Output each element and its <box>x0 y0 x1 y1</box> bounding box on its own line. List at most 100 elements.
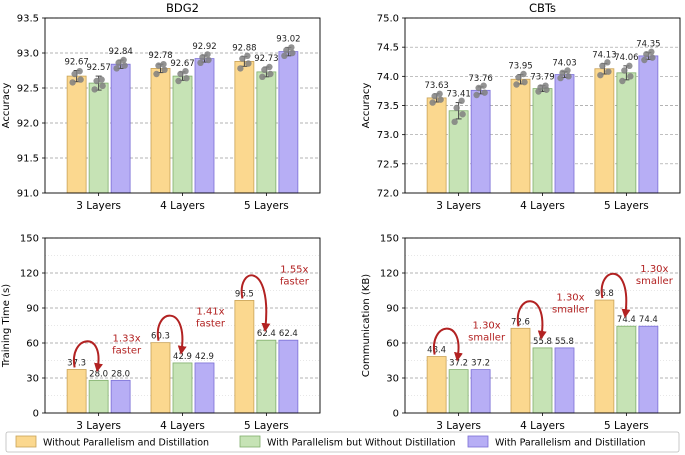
x-tick-label: 4 Layers <box>520 200 565 212</box>
data-point <box>113 65 120 72</box>
bar <box>448 369 469 414</box>
bar <box>234 61 255 194</box>
y-axis-label: Accuracy <box>1 83 12 129</box>
data-point <box>115 59 122 66</box>
data-point <box>513 81 520 88</box>
data-point <box>481 89 488 96</box>
data-point <box>177 70 184 78</box>
legend-label: Without Parallelism and Distillation <box>43 438 209 449</box>
value-label: 74.06 <box>614 53 638 63</box>
data-point <box>621 67 628 74</box>
y-tick-label: 60 <box>386 339 399 350</box>
bar <box>594 68 615 194</box>
value-label: 73.41 <box>446 90 470 100</box>
bar <box>172 362 193 414</box>
y-tick-label: 73.5 <box>377 101 399 112</box>
data-point <box>288 44 295 51</box>
value-label: 72.6 <box>511 317 530 327</box>
x-tick-label: 3 Layers <box>76 420 121 432</box>
data-point <box>641 56 648 64</box>
value-label: 28.0 <box>111 369 130 379</box>
data-point <box>155 62 162 69</box>
data-point <box>91 86 98 93</box>
annotation-ratio: 1.41x <box>196 307 224 318</box>
bar <box>426 356 447 414</box>
data-point <box>266 63 273 71</box>
bar <box>150 342 171 414</box>
y-tick-label: 120 <box>380 269 399 280</box>
data-point <box>182 68 189 75</box>
bar <box>638 325 659 414</box>
data-point <box>245 60 252 67</box>
speedup-arrow <box>516 300 547 340</box>
x-tick-label: 3 Layers <box>436 420 481 432</box>
x-tick-label: 5 Layers <box>604 200 649 212</box>
data-point <box>643 50 650 58</box>
bar <box>88 379 109 414</box>
y-tick-label: 60 <box>26 339 39 350</box>
data-point <box>197 59 204 66</box>
data-point <box>281 52 288 59</box>
data-point <box>475 84 482 92</box>
bar <box>532 347 553 414</box>
data-point <box>436 90 443 98</box>
y-tick-label: 75.0 <box>377 14 399 25</box>
value-label: 73.76 <box>468 74 492 84</box>
value-label: 73.63 <box>424 81 448 91</box>
chart-cbts-accuracy: 73.6373.9574.1373.4173.7974.0673.7674.03… <box>361 1 681 212</box>
data-point <box>121 62 128 69</box>
data-point <box>565 73 572 80</box>
value-label: 73.79 <box>530 73 554 83</box>
y-axis-label: Communication (KB) <box>361 274 372 377</box>
annotation-label: faster <box>280 276 310 287</box>
value-label: 42.9 <box>173 352 192 362</box>
value-label: 96.5 <box>235 289 254 299</box>
legend-swatch <box>239 435 261 448</box>
annotation-label: smaller <box>636 276 674 287</box>
value-label: 92.57 <box>86 63 110 73</box>
value-label: 37.2 <box>449 359 468 369</box>
x-tick-label: 3 Layers <box>436 200 481 212</box>
bar <box>110 63 131 194</box>
speedup-arrow <box>600 272 631 319</box>
value-label: 55.8 <box>555 337 574 347</box>
value-label: 74.03 <box>552 59 576 69</box>
data-point <box>71 70 78 78</box>
bar <box>278 339 299 414</box>
data-point <box>542 82 549 89</box>
data-point <box>599 62 606 70</box>
data-point <box>451 118 458 126</box>
speedup-arrow <box>156 314 187 355</box>
chart-cbts-communication: 48.4 72.6 96.8 37.2 55.8 74.4 37.2 55.8 74.4 1.30… <box>361 234 681 432</box>
y-tick-label: 92.0 <box>17 119 39 130</box>
value-label: 37.3 <box>67 358 86 368</box>
chart-title: BDG2 <box>166 1 199 15</box>
chart-title: CBTs <box>529 1 556 15</box>
data-point <box>199 54 206 61</box>
y-tick-label: 72.5 <box>377 159 399 170</box>
bar <box>638 55 659 194</box>
value-label: 74.4 <box>617 315 636 325</box>
data-point <box>564 67 571 74</box>
bar <box>256 71 277 194</box>
bar <box>150 68 171 194</box>
speedup-arrow <box>432 327 463 362</box>
data-point <box>473 91 480 99</box>
x-tick-label: 4 Layers <box>160 420 205 432</box>
value-label: 92.67 <box>64 58 88 68</box>
value-label: 73.95 <box>508 62 532 72</box>
data-point <box>283 47 290 54</box>
data-point <box>77 76 84 83</box>
x-tick-label: 3 Layers <box>76 200 121 212</box>
speedup-arrow <box>240 274 271 333</box>
value-label: 48.4 <box>427 346 446 356</box>
data-point <box>604 59 611 66</box>
legend-label: With Parallelism but Without Distillatio… <box>267 438 456 449</box>
bar <box>616 72 637 194</box>
x-tick-label: 4 Layers <box>520 420 565 432</box>
legend-swatch <box>467 435 489 448</box>
y-tick-label: 0 <box>33 409 39 420</box>
x-tick-label: 5 Layers <box>244 420 289 432</box>
annotation-ratio: 1.30x <box>556 292 584 303</box>
